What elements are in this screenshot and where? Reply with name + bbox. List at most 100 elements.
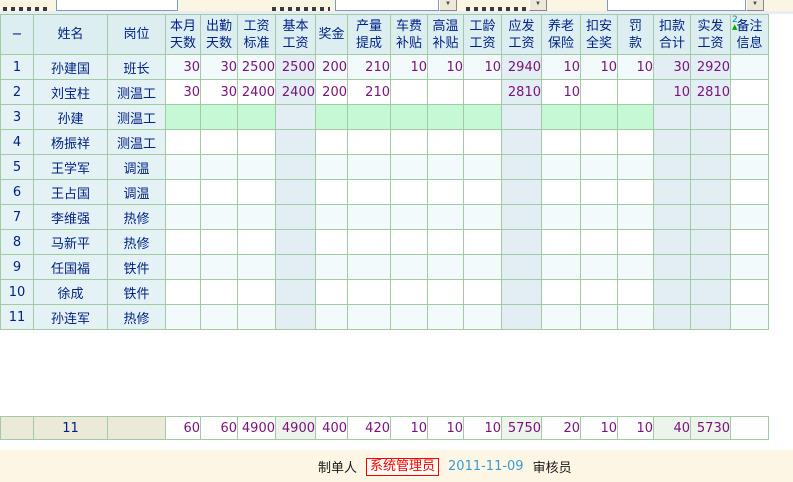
cell[interactable] (617, 204, 654, 230)
cell[interactable] (617, 304, 654, 330)
cell[interactable] (275, 204, 316, 230)
cell[interactable] (237, 104, 276, 130)
cell[interactable] (347, 204, 391, 230)
cell[interactable] (275, 229, 316, 255)
cell[interactable] (315, 279, 348, 305)
cell[interactable] (501, 179, 542, 205)
cell[interactable] (237, 229, 276, 255)
cell[interactable] (730, 279, 769, 305)
cell[interactable] (617, 254, 654, 280)
cell[interactable] (200, 129, 238, 155)
cell[interactable] (541, 204, 581, 230)
cell[interactable] (200, 304, 238, 330)
cell[interactable]: 30 (165, 54, 201, 80)
toolbar-dropdown-button[interactable]: ▼ (529, 0, 547, 11)
col-header-13[interactable]: 养老 保险 (541, 14, 581, 55)
cell[interactable] (617, 104, 654, 130)
cell[interactable] (315, 129, 348, 155)
cell[interactable]: 2810 (690, 79, 731, 105)
cell[interactable] (237, 179, 276, 205)
cell[interactable] (617, 279, 654, 305)
cell[interactable] (501, 154, 542, 180)
cell[interactable] (541, 104, 581, 130)
cell[interactable]: 4 (0, 129, 34, 155)
cell[interactable] (617, 179, 654, 205)
cell[interactable] (165, 279, 201, 305)
cell[interactable] (390, 79, 428, 105)
cell[interactable]: 班长 (107, 54, 166, 80)
cell[interactable] (390, 129, 428, 155)
cell[interactable] (730, 179, 769, 205)
cell[interactable] (165, 129, 201, 155)
cell[interactable]: 10 (580, 54, 618, 80)
cell[interactable] (690, 154, 731, 180)
cell[interactable]: 30 (165, 79, 201, 105)
cell[interactable] (730, 129, 769, 155)
cell[interactable] (237, 279, 276, 305)
cell[interactable] (347, 229, 391, 255)
cell[interactable] (390, 304, 428, 330)
cell[interactable]: 2810 (501, 79, 542, 105)
cell[interactable] (427, 154, 464, 180)
cell[interactable] (463, 254, 502, 280)
cell[interactable]: 200 (315, 79, 348, 105)
cell[interactable]: 调温 (107, 179, 166, 205)
cell[interactable] (237, 204, 276, 230)
cell[interactable] (541, 229, 581, 255)
cell[interactable]: 2920 (690, 54, 731, 80)
cell[interactable] (501, 204, 542, 230)
cell[interactable] (463, 304, 502, 330)
cell[interactable] (165, 179, 201, 205)
cell[interactable] (541, 129, 581, 155)
col-header-14[interactable]: 扣安 全奖 (580, 14, 618, 55)
cell[interactable] (275, 129, 316, 155)
cell[interactable]: 2 (0, 79, 34, 105)
cell[interactable] (653, 154, 691, 180)
cell[interactable] (275, 179, 316, 205)
cell[interactable] (580, 204, 618, 230)
cell[interactable] (315, 204, 348, 230)
cell[interactable] (427, 179, 464, 205)
cell[interactable]: 铁件 (107, 279, 166, 305)
cell[interactable] (501, 279, 542, 305)
cell[interactable] (730, 229, 769, 255)
cell[interactable]: 10 (427, 54, 464, 80)
cell[interactable] (580, 154, 618, 180)
cell[interactable] (275, 304, 316, 330)
col-header-16[interactable]: 扣款 合计 (653, 14, 691, 55)
cell[interactable]: 210 (347, 54, 391, 80)
col-header-10[interactable]: 高温 补贴 (427, 14, 464, 55)
cell[interactable] (427, 229, 464, 255)
cell[interactable]: 11 (0, 304, 34, 330)
cell[interactable]: 2500 (275, 54, 316, 80)
cell[interactable] (165, 204, 201, 230)
cell[interactable] (275, 279, 316, 305)
cell[interactable] (730, 79, 769, 105)
cell[interactable] (237, 154, 276, 180)
cell[interactable] (463, 129, 502, 155)
col-header-2[interactable]: 岗位 (107, 14, 166, 55)
cell[interactable]: 马新平 (33, 229, 108, 255)
cell[interactable]: 10 (390, 54, 428, 80)
col-header-11[interactable]: 工龄 工资 (463, 14, 502, 55)
cell[interactable] (463, 79, 502, 105)
cell[interactable] (275, 154, 316, 180)
cell[interactable] (200, 279, 238, 305)
cell[interactable] (653, 129, 691, 155)
col-header-7[interactable]: 奖金 (315, 14, 348, 55)
toolbar-combo-input[interactable] (607, 0, 746, 11)
cell[interactable]: 10 (617, 54, 654, 80)
cell[interactable] (501, 254, 542, 280)
cell[interactable] (463, 179, 502, 205)
cell[interactable] (617, 129, 654, 155)
cell[interactable] (427, 129, 464, 155)
cell[interactable]: 210 (347, 79, 391, 105)
cell[interactable]: 10 (541, 79, 581, 105)
cell[interactable] (347, 254, 391, 280)
cell[interactable]: 孙建国 (33, 54, 108, 80)
cell[interactable]: 测温工 (107, 129, 166, 155)
cell[interactable] (617, 229, 654, 255)
col-header-0[interactable]: − (0, 14, 34, 55)
cell[interactable] (690, 254, 731, 280)
cell[interactable] (200, 154, 238, 180)
